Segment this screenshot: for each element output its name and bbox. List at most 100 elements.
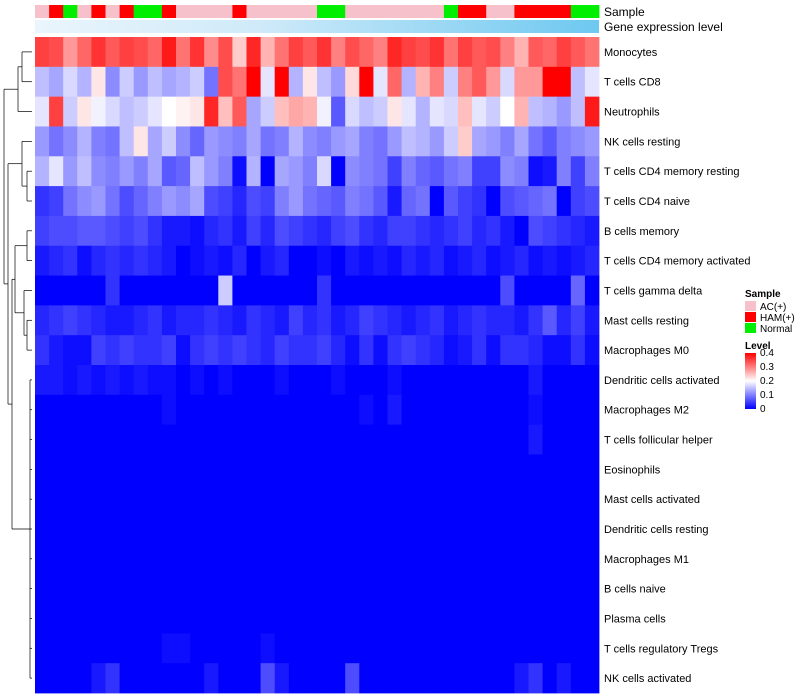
heatmap-cell: [147, 514, 163, 545]
heatmap-cell: [147, 126, 163, 157]
heatmap-cell: [119, 245, 135, 276]
heatmap-cell: [514, 663, 529, 694]
heatmap-cell: [486, 424, 501, 455]
heatmap-cell: [147, 156, 163, 187]
heatmap-cell: [274, 96, 290, 127]
heatmap-cell: [331, 66, 346, 98]
heatmap-cell: [105, 126, 120, 157]
heatmap-cell: [584, 424, 600, 455]
heatmap-cell: [133, 514, 149, 545]
row-label: B cells memory: [604, 226, 680, 238]
heatmap-cell: [288, 365, 304, 396]
row-label: Dendritic cells activated: [604, 375, 720, 387]
heatmap-cell: [161, 335, 177, 366]
heatmap-cell: [373, 245, 388, 276]
heatmap-cell: [500, 126, 515, 157]
heatmap-cell: [204, 394, 219, 426]
heatmap-cell: [119, 335, 135, 366]
heatmap-cell: [528, 603, 543, 634]
heatmap-cell: [35, 573, 50, 604]
heatmap-cell: [161, 365, 177, 396]
heatmap-cell: [500, 484, 515, 515]
heatmap-cell: [486, 275, 501, 306]
heatmap-cell: [232, 394, 247, 426]
heatmap-cell: [472, 603, 487, 634]
heatmap-cell: [415, 454, 431, 485]
heatmap-cell: [373, 454, 388, 485]
heatmap-cell: [500, 37, 515, 68]
heatmap-cell: [472, 365, 487, 396]
heatmap-cell: [542, 603, 558, 634]
heatmap-cell: [302, 186, 318, 217]
heatmap-cell: [429, 215, 445, 247]
heatmap-cell: [35, 365, 50, 396]
heatmap-cell: [204, 37, 219, 68]
heatmap-cell: [458, 305, 473, 336]
heatmap-cell: [359, 394, 374, 426]
sample-cell: [472, 5, 487, 18]
heatmap-cell: [486, 37, 501, 68]
heatmap-cell: [288, 156, 304, 187]
heatmap-cell: [345, 126, 360, 157]
heatmap-cell: [77, 394, 92, 426]
heatmap-cell: [556, 66, 572, 98]
row-label: Macrophages M0: [604, 345, 689, 357]
heatmap-cell: [204, 484, 219, 515]
heatmap-cell: [190, 603, 205, 634]
heatmap-cell: [556, 186, 572, 217]
heatmap-cell: [443, 484, 459, 515]
heatmap-cell: [556, 484, 572, 515]
heatmap-cell: [500, 424, 515, 455]
heatmap-cell: [584, 186, 600, 217]
heatmap-cell: [302, 96, 318, 127]
heatmap-cell: [35, 633, 50, 664]
heatmap-cell: [232, 633, 247, 664]
heatmap-cell: [49, 126, 64, 157]
heatmap-cell: [443, 186, 459, 217]
heatmap-cell: [429, 633, 445, 664]
heatmap-cell: [161, 66, 177, 98]
heatmap-cell: [584, 96, 600, 127]
heatmap-cell: [429, 454, 445, 485]
heatmap-cell: [147, 663, 163, 694]
heatmap-cell: [288, 394, 304, 426]
heatmap-cell: [331, 633, 346, 664]
heatmap-cell: [331, 126, 346, 157]
heatmap-cell: [63, 245, 78, 276]
heatmap-cell: [218, 663, 233, 694]
heatmap-cell: [429, 573, 445, 604]
legend-level-title: Level: [745, 341, 771, 352]
heatmap-cell: [359, 215, 374, 247]
sample-cell: [133, 5, 149, 18]
heatmap-cell: [359, 484, 374, 515]
heatmap-cell: [63, 186, 78, 217]
heatmap-cell: [91, 394, 106, 426]
expression-annotation-title: Gene expression level: [604, 20, 723, 34]
sample-cell: [556, 5, 572, 18]
heatmap-cell: [401, 126, 417, 157]
heatmap-cell: [415, 96, 431, 127]
heatmap-cell: [528, 663, 543, 694]
heatmap-cell: [91, 215, 106, 247]
heatmap-cell: [63, 514, 78, 545]
heatmap-cell: [77, 514, 92, 545]
heatmap-cell: [246, 663, 261, 694]
heatmap-cell: [232, 96, 247, 127]
heatmap-cell: [63, 365, 78, 396]
row-label: Plasma cells: [604, 614, 666, 626]
heatmap-cell: [260, 335, 276, 366]
heatmap-cell: [570, 484, 586, 515]
heatmap-cell: [119, 156, 135, 187]
heatmap-cell: [584, 633, 600, 664]
heatmap-cell: [218, 484, 233, 515]
heatmap-cell: [77, 543, 92, 575]
heatmap-cell: [288, 305, 304, 336]
heatmap-cell: [91, 275, 106, 306]
heatmap-cell: [387, 663, 402, 694]
row-label: Mast cells resting: [604, 315, 689, 327]
heatmap-cell: [63, 484, 78, 515]
heatmap-cell: [500, 543, 515, 575]
heatmap-cell: [91, 245, 106, 276]
heatmap-cell: [260, 573, 276, 604]
